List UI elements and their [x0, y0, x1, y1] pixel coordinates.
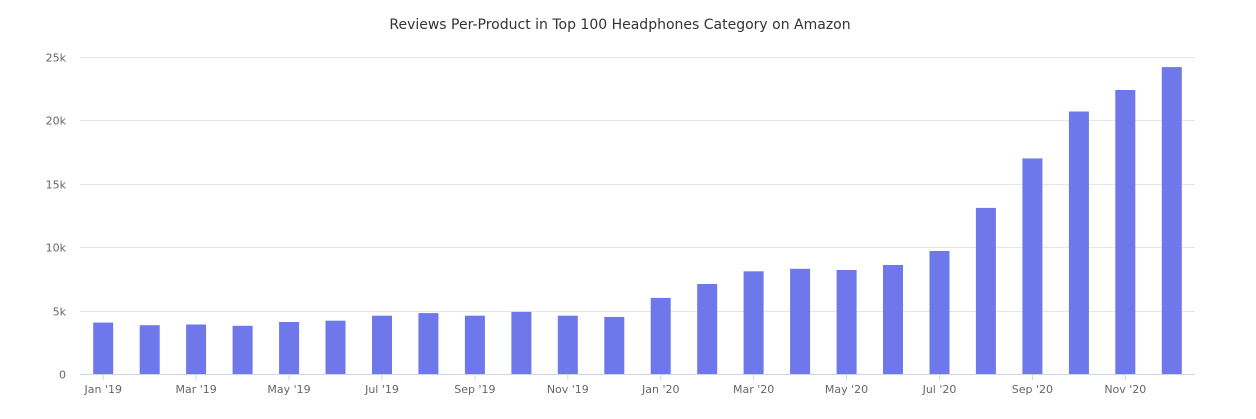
bar[interactable] — [1115, 90, 1136, 374]
x-tick-label: Nov '20 — [1104, 383, 1146, 396]
x-axis-tick-labels: Jan '19 Mar '19 May '19 Jul '19 Sep '19 Nov '… — [83, 374, 1146, 396]
x-tick-label: Mar '20 — [733, 383, 774, 396]
bar[interactable] — [883, 265, 903, 374]
bar[interactable] — [186, 324, 207, 375]
bar[interactable] — [650, 297, 671, 374]
bar[interactable] — [1022, 158, 1043, 374]
bar[interactable] — [1161, 67, 1182, 374]
bar[interactable] — [418, 313, 439, 374]
grid-lines — [80, 57, 1195, 312]
bar[interactable] — [464, 315, 485, 374]
x-tick-label: Jan '20 — [641, 383, 679, 396]
x-tick-label: Jul '19 — [364, 383, 399, 396]
y-tick-label: 15k — [46, 179, 67, 192]
chart-title: Reviews Per-Product in Top 100 Headphone… — [389, 17, 851, 33]
x-tick-label: Nov '19 — [547, 383, 589, 396]
bar[interactable] — [139, 325, 160, 374]
x-tick-label: Sep '20 — [1012, 383, 1053, 396]
bar[interactable] — [836, 270, 857, 374]
bar[interactable] — [557, 315, 578, 374]
bar[interactable] — [232, 325, 253, 374]
bar[interactable] — [790, 268, 811, 374]
bar[interactable] — [511, 311, 532, 374]
bar[interactable] — [697, 284, 718, 374]
bar[interactable] — [743, 271, 764, 374]
y-tick-label: 25k — [46, 52, 67, 65]
bars — [93, 67, 1182, 374]
x-tick-label: May '19 — [267, 383, 310, 396]
x-tick-label: Jul '20 — [922, 383, 957, 396]
y-tick-label: 0 — [59, 369, 66, 382]
bar[interactable] — [975, 207, 996, 374]
x-tick-label: Jan '19 — [83, 383, 121, 396]
x-tick-label: Mar '19 — [176, 383, 217, 396]
bar[interactable] — [325, 320, 346, 374]
bar[interactable] — [929, 251, 950, 374]
bar[interactable] — [279, 322, 300, 374]
x-tick-label: Sep '19 — [454, 383, 495, 396]
y-tick-label: 10k — [46, 242, 67, 255]
bar[interactable] — [1068, 111, 1089, 375]
bar[interactable] — [372, 315, 392, 374]
bar[interactable] — [604, 316, 625, 374]
y-tick-label: 5k — [53, 306, 67, 319]
x-tick-label: May '20 — [825, 383, 868, 396]
y-axis-tick-labels: 0 5k 10k 15k 20k 25k — [46, 52, 67, 382]
y-tick-label: 20k — [46, 115, 67, 128]
bar[interactable] — [93, 322, 114, 374]
